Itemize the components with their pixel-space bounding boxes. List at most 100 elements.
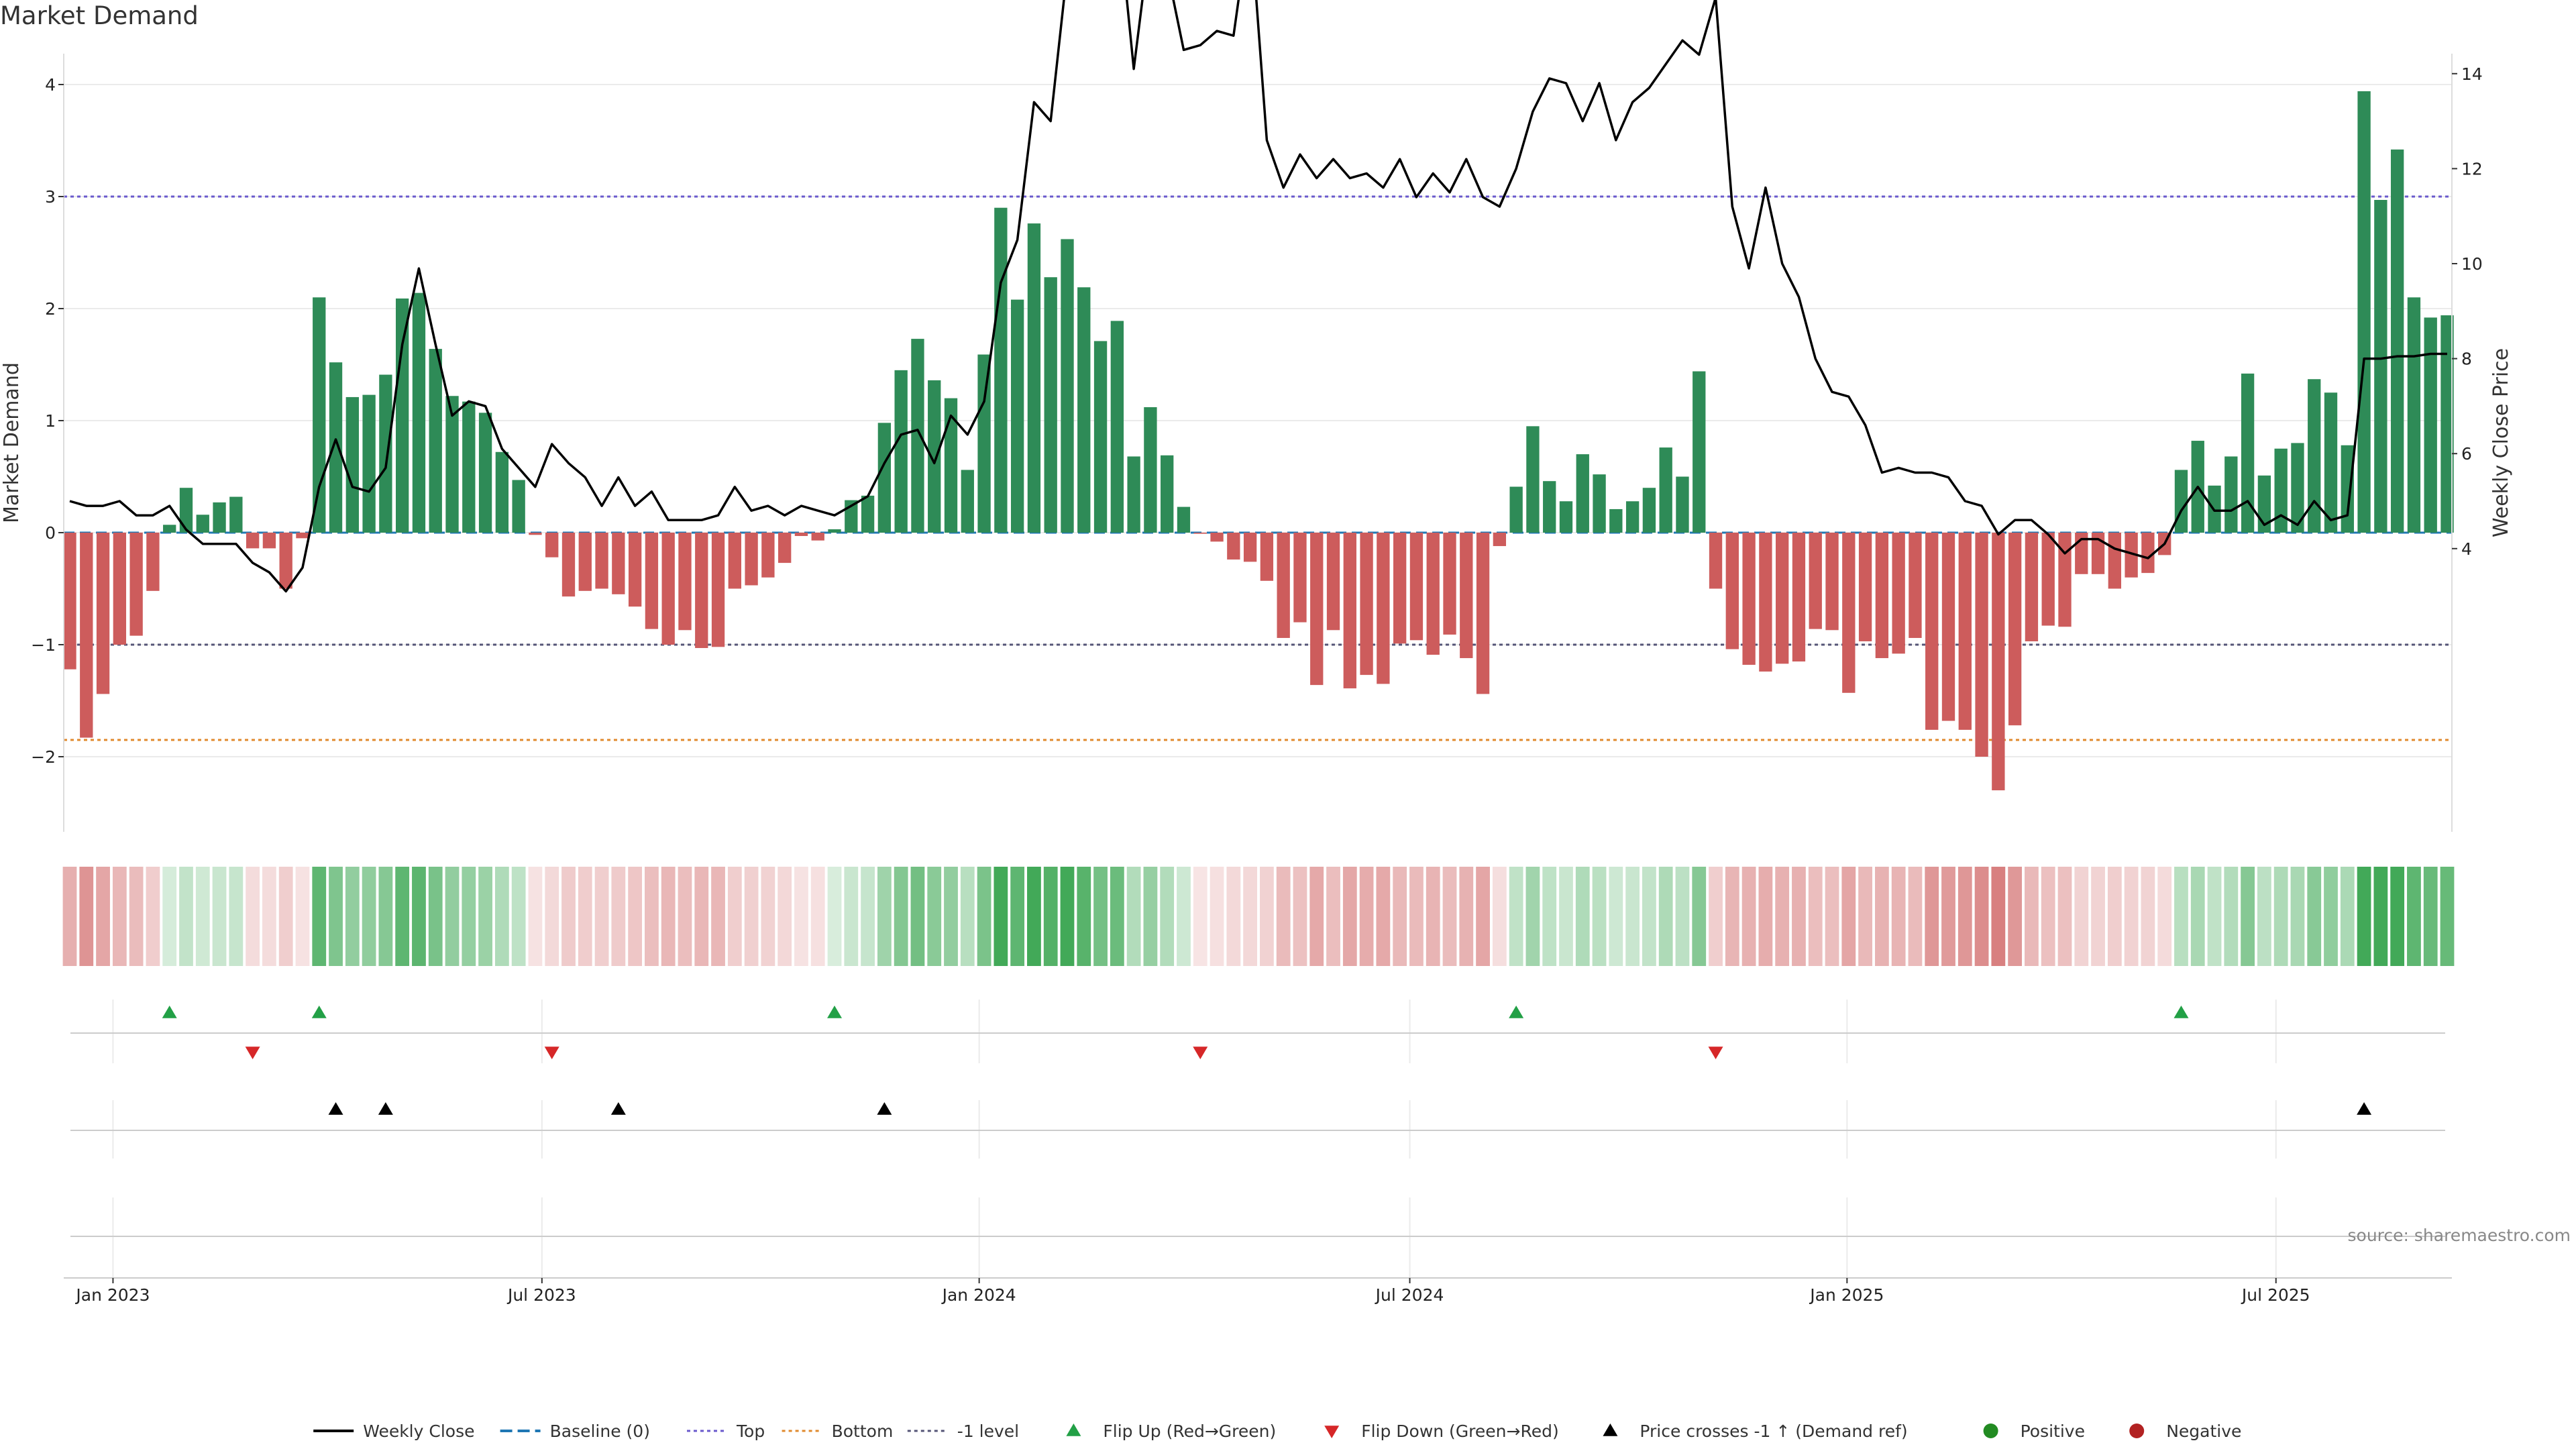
price-cross-marker [2357,1102,2372,1115]
demand-bar [944,398,958,533]
heat-cell [545,867,559,966]
demand-bar [313,297,326,533]
demand-bar [1360,533,1373,676]
demand-bar [362,394,376,533]
heat-cell [1110,867,1124,966]
heat-cell [162,867,177,966]
demand-bar [329,362,343,533]
demand-bar [561,533,576,597]
demand-bar [994,207,1008,533]
heat-cell [2141,867,2155,966]
heat-cell [2025,867,2039,966]
heat-cell [1991,867,2006,966]
heat-cell [861,867,875,966]
heat-cell [1409,867,1424,966]
heat-cell [229,867,244,966]
demand-bar [1476,533,1490,694]
heat-cell [1359,867,1374,966]
demand-bar [2174,470,2188,533]
heat-cell [628,867,643,966]
demand-bar [1693,371,1706,533]
heat-cell [2057,867,2072,966]
demand-bar [1543,481,1556,533]
demand-bar [2374,200,2387,533]
heat-cell [2290,867,2305,966]
heat-cell [1725,867,1739,966]
demand-bar [445,396,459,533]
heat-cell [1692,867,1707,966]
heat-cell [96,867,110,966]
heat-cell [212,867,227,966]
demand-bar [1809,533,1822,629]
demand-bar [661,533,675,645]
demand-bars [63,91,2454,791]
heat-cell [478,867,492,966]
demand-bar [695,533,708,649]
heat-cell [578,867,592,966]
event-markers [70,1006,2445,1438]
heat-cell [1808,867,1823,966]
y2-tick-label: 8 [2461,350,2472,369]
heat-cell [1775,867,1790,966]
demand-bar [711,533,725,647]
heat-cell [1309,867,1324,966]
demand-bar [1044,277,1057,533]
heat-cell [944,867,958,966]
demand-bar [129,533,143,636]
legend-swatch [2129,1424,2145,1438]
heat-cell [2357,867,2371,966]
heat-cell [462,867,476,966]
weekly-close-line-layer [69,0,2447,593]
heat-cell [2324,867,2338,966]
demand-bar [1975,533,1988,757]
demand-bar [262,533,276,549]
demand-bar [163,525,176,533]
demand-bar [1193,533,1207,534]
demand-bar [529,533,542,535]
heat-cell [877,867,892,966]
heat-cell [910,867,925,966]
price-cross-marker [328,1102,343,1115]
heat-cell [129,867,144,966]
heat-cell [1243,867,1257,966]
demand-bar [1144,407,1157,533]
demand-bar [794,533,808,537]
heat-cell [1642,867,1656,966]
heat-cell [2157,867,2172,966]
heat-cell [744,867,759,966]
heat-cell [827,867,842,966]
heat-cell [794,867,808,966]
heat-cell [528,867,543,966]
legend-label: Top [736,1421,765,1441]
demand-bar [2041,533,2055,626]
demand-bar [1825,533,1839,631]
x-tick-label: Jan 2023 [74,1285,150,1305]
demand-bar [1892,533,1905,654]
demand-bar [379,374,392,533]
heat-cell [2008,867,2023,966]
heat-cell [844,867,859,966]
heat-cell [1177,867,1191,966]
heat-cell [777,867,792,966]
heat-cell [2124,867,2139,966]
demand-bar [2141,533,2155,574]
legend-label: Price crosses -1 ↑ (Demand ref) [1640,1421,1907,1441]
demand-bar [1909,533,1922,638]
demand-bar [678,533,692,631]
legend-label: -1 level [957,1421,1019,1441]
heat-cell [2241,867,2255,966]
demand-bar [578,533,592,591]
demand-bar [811,533,824,541]
demand-bar [113,533,127,645]
flip-down-marker [544,1046,559,1059]
heat-cell [761,867,775,966]
demand-bar [1842,533,1856,693]
demand-bar [861,495,875,533]
legend-swatch [1603,1424,1618,1436]
heat-cell [1093,867,1108,966]
demand-bar [1759,533,1772,672]
demand-bar [2125,533,2138,578]
heat-cell [2307,867,2322,966]
demand-bar [412,292,426,533]
